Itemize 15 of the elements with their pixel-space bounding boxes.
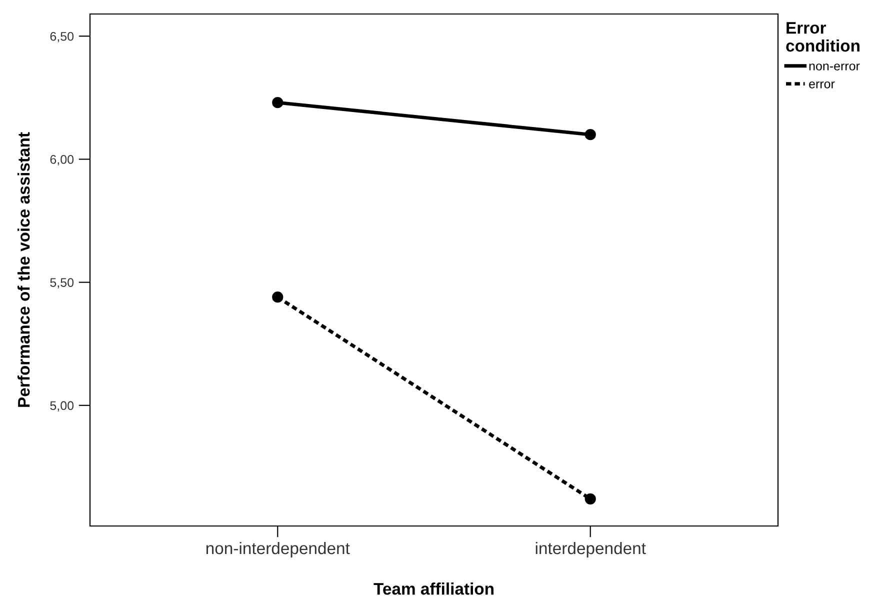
legend-label: non-error xyxy=(809,64,860,70)
point xyxy=(272,292,284,303)
point xyxy=(584,129,596,140)
legend-title: Error condition xyxy=(786,22,860,52)
y-tick-label: 5,50 xyxy=(50,278,74,288)
point xyxy=(272,97,284,108)
y-tick-label: 6,50 xyxy=(50,32,74,42)
x-tick-label: non-interdependent xyxy=(206,542,350,558)
y-tick-label: 5,00 xyxy=(50,401,74,412)
x-axis-title: Team affiliation xyxy=(374,582,494,595)
y-axis-title: Performance of the voice assistant xyxy=(18,132,30,407)
y-tick-label: 6,00 xyxy=(50,155,74,166)
x-tick-label: interdependent xyxy=(536,542,646,558)
point xyxy=(584,493,596,504)
legend-label: error xyxy=(809,81,835,88)
